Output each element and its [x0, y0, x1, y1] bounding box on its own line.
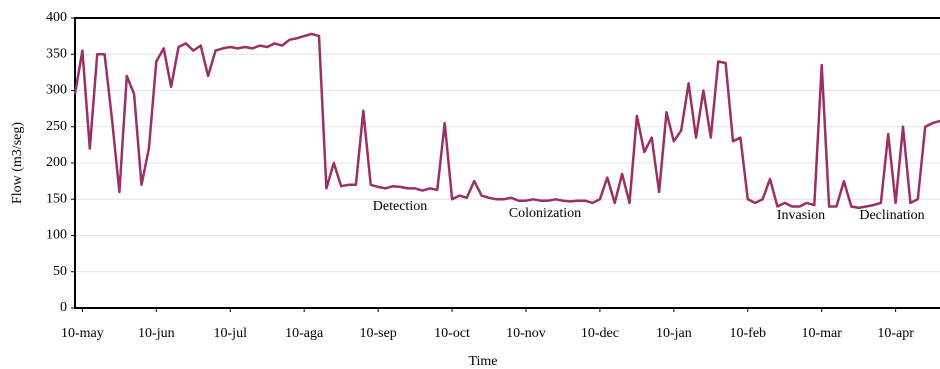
x-tick-label: 10-may	[61, 326, 104, 341]
x-tick-label: 10-jun	[138, 326, 175, 341]
y-tick-label: 350	[46, 46, 67, 61]
x-tick-label: 10-mar	[801, 326, 842, 341]
x-tick-label: 10-feb	[730, 326, 767, 341]
y-tick-label: 300	[46, 83, 67, 98]
y-tick-label: 50	[53, 264, 67, 279]
y-tick-label: 250	[46, 119, 67, 134]
y-tick-label: 400	[46, 10, 67, 25]
x-tick-label: 10-nov	[506, 326, 546, 341]
y-axis-label: Flow (m3/seg)	[10, 122, 25, 204]
x-tick-label: 10-jan	[656, 326, 692, 341]
annotation: Declination	[859, 208, 924, 223]
y-tick-label: 150	[46, 191, 67, 206]
y-tick-label: 200	[46, 155, 67, 170]
y-tick-label: 0	[60, 300, 67, 315]
x-tick-label: 10-oct	[434, 326, 470, 341]
annotation: Invasion	[777, 208, 825, 223]
x-tick-label: 10-jul	[214, 326, 248, 341]
x-tick-label: 10-apr	[877, 326, 914, 341]
y-tick-label: 100	[46, 228, 67, 243]
x-axis-label: Time	[468, 354, 497, 369]
x-tick-label: 10-sep	[359, 326, 396, 341]
annotation: Colonization	[509, 206, 581, 221]
plot-frame	[74, 17, 940, 309]
annotation: Detection	[373, 199, 427, 214]
line	[73, 32, 940, 210]
x-tick-label: 10-aga	[285, 326, 324, 341]
x-tick-label: 10-dec	[581, 326, 619, 341]
